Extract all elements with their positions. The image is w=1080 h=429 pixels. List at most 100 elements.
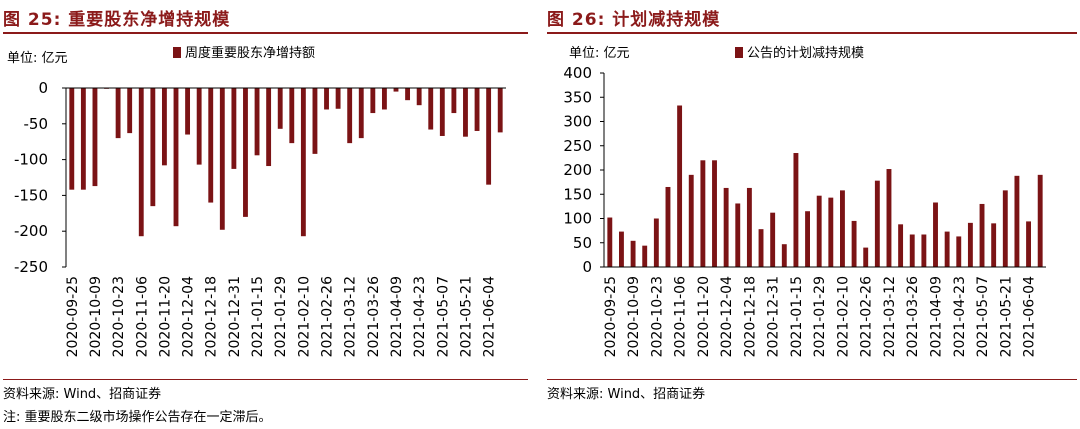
x-tick-label: 2021-04-09 bbox=[389, 276, 405, 357]
x-tick-label: 2021-04-23 bbox=[412, 276, 428, 357]
title-divider bbox=[547, 32, 1077, 34]
x-tick-label: 2020-12-18 bbox=[742, 276, 758, 357]
y-tick-label: 150 bbox=[563, 185, 592, 203]
figure-25: 图 25: 重要股东净增持规模 单位: 亿元 周度重要股东净增持额 0 -50 -100… bbox=[3, 0, 528, 402]
x-tick-label: 2021-05-21 bbox=[998, 276, 1014, 357]
bar bbox=[80, 88, 86, 190]
bar bbox=[735, 203, 741, 267]
bar bbox=[607, 217, 613, 267]
y-tick-label: -250 bbox=[14, 258, 48, 276]
bar bbox=[185, 88, 191, 135]
title-divider bbox=[3, 32, 528, 34]
bar bbox=[805, 211, 810, 267]
bar bbox=[474, 88, 480, 131]
x-tick-label: 2021-01-29 bbox=[273, 276, 289, 357]
x-tick-label: 2020-10-23 bbox=[649, 276, 665, 357]
bar bbox=[723, 187, 729, 267]
bar bbox=[688, 174, 694, 267]
bar bbox=[677, 105, 683, 267]
bar bbox=[92, 88, 98, 187]
bar bbox=[451, 88, 457, 114]
bar bbox=[712, 160, 717, 267]
bar bbox=[933, 202, 938, 267]
bar bbox=[208, 88, 214, 203]
y-tick-label: 400 bbox=[563, 64, 592, 82]
legend-label: 周度重要股东净增持额 bbox=[185, 45, 315, 61]
y-tick-label: 300 bbox=[563, 113, 592, 131]
y-tick-label: 0 bbox=[582, 258, 592, 276]
x-tick-label: 2020-10-23 bbox=[111, 276, 127, 357]
bar bbox=[266, 88, 272, 167]
bar bbox=[324, 88, 329, 110]
y-tick-label: -100 bbox=[14, 151, 48, 169]
y-tick-label: -200 bbox=[14, 222, 48, 240]
x-tick-label: 2020-10-09 bbox=[626, 276, 642, 357]
bar bbox=[991, 223, 997, 267]
bar bbox=[127, 88, 133, 134]
y-tick-label: 0 bbox=[38, 79, 48, 97]
bar bbox=[416, 88, 422, 106]
x-tick-label: 2021-02-10 bbox=[835, 276, 851, 357]
bar bbox=[428, 88, 434, 130]
y-tick-label: 50 bbox=[573, 234, 592, 252]
bar bbox=[1026, 221, 1031, 267]
bar bbox=[642, 245, 648, 267]
bar bbox=[653, 218, 659, 267]
y-tick-label: -50 bbox=[24, 115, 49, 133]
x-tick-label: 2020-12-31 bbox=[227, 276, 243, 357]
x-tick-label: 2021-02-26 bbox=[320, 276, 336, 357]
bar bbox=[486, 88, 492, 185]
legend-label: 公告的计划减持规模 bbox=[747, 45, 864, 61]
bar bbox=[497, 88, 503, 133]
bar bbox=[770, 212, 776, 267]
bar bbox=[1002, 190, 1008, 267]
footnote: 注: 重要股东二级市场操作公告存在一定滞后。 bbox=[3, 410, 272, 425]
x-tick-label: 2021-03-26 bbox=[366, 276, 382, 357]
bar bbox=[231, 88, 237, 169]
bar bbox=[619, 231, 624, 267]
net-increase-chart: 单位: 亿元 周度重要股东净增持额 0 -50 -100 -150 -200 -250 2020… bbox=[7, 45, 506, 357]
bar bbox=[115, 88, 121, 139]
x-tick-label: 2021-03-12 bbox=[882, 276, 898, 357]
bar bbox=[816, 195, 822, 267]
figure-title: 图 25: 重要股东净增持规模 bbox=[3, 10, 231, 30]
unit-label: 单位: 亿元 bbox=[7, 51, 68, 66]
x-tick-label: 2020-12-31 bbox=[766, 276, 782, 357]
bar bbox=[967, 222, 973, 267]
bar bbox=[700, 160, 706, 267]
x-tick-label: 2021-01-29 bbox=[812, 276, 828, 357]
x-tick-label: 2021-01-15 bbox=[250, 276, 266, 357]
bar bbox=[277, 88, 283, 129]
source-text: 资料来源: Wind、招商证券 bbox=[3, 387, 162, 402]
x-tick-label: 2020-11-20 bbox=[696, 276, 712, 357]
bar bbox=[758, 229, 764, 267]
x-tick-label: 2021-03-12 bbox=[343, 276, 359, 357]
x-tick-label: 2021-01-15 bbox=[789, 276, 805, 357]
x-tick-label: 2021-03-26 bbox=[905, 276, 921, 357]
y-tick-label: 100 bbox=[563, 210, 592, 228]
bar bbox=[358, 88, 364, 139]
bar bbox=[1014, 175, 1020, 267]
y-tick-label: 200 bbox=[563, 161, 592, 179]
bar bbox=[69, 88, 75, 190]
bar bbox=[1037, 174, 1043, 267]
x-tick-label: 2021-05-21 bbox=[458, 276, 474, 357]
bar bbox=[370, 88, 376, 114]
x-tick-label: 2021-05-07 bbox=[975, 276, 991, 357]
bar bbox=[289, 88, 295, 144]
x-tick-label: 2020-12-04 bbox=[181, 276, 197, 357]
bar bbox=[979, 203, 985, 267]
x-tick-label: 2020-09-25 bbox=[603, 276, 619, 357]
bar bbox=[254, 88, 260, 156]
bar bbox=[393, 88, 399, 92]
bar bbox=[381, 88, 387, 110]
x-tick-label: 2020-10-09 bbox=[88, 276, 104, 357]
bar bbox=[138, 88, 144, 237]
bar bbox=[874, 180, 880, 267]
bar bbox=[243, 88, 248, 217]
y-tick-label: 350 bbox=[563, 88, 592, 106]
source-text: 资料来源: Wind、招商证券 bbox=[547, 387, 706, 402]
x-tick-label: 2020-11-06 bbox=[134, 276, 150, 357]
figure-26: 图 26: 计划减持规模 单位: 亿元 公告的计划减持规模 400 350 300 250… bbox=[547, 0, 1077, 402]
bar bbox=[300, 88, 306, 237]
